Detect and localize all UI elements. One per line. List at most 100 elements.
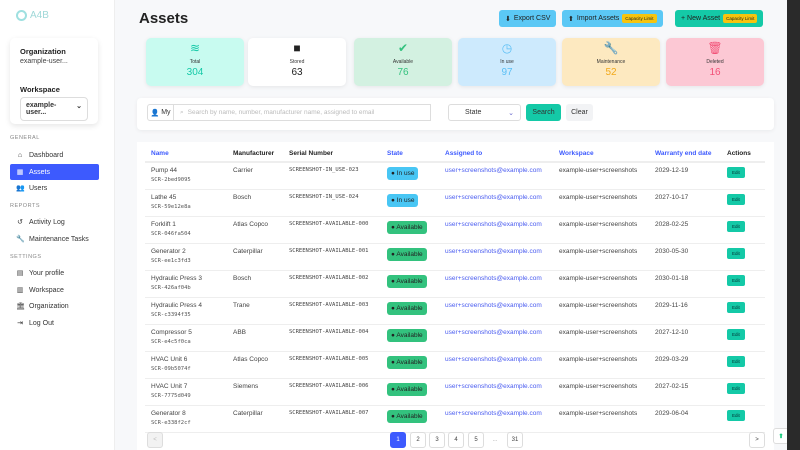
edit-button[interactable]: Edit: [727, 220, 745, 232]
table-row[interactable]: HVAC Unit 7 SCR-7775d049 Siemens SCREENSHOT…: [145, 378, 765, 406]
asset-code: SCR-426af04b: [151, 284, 191, 291]
my-filter-button[interactable]: 👤 My: [147, 104, 174, 121]
state-badge: ● Available: [387, 355, 427, 369]
assigned-email-link[interactable]: user+screenshots@example.com: [439, 243, 553, 271]
manufacturer: Trane: [227, 297, 283, 325]
edit-button[interactable]: Edit: [727, 301, 745, 313]
asset-name[interactable]: HVAC Unit 6: [151, 355, 188, 363]
search-input[interactable]: ⌕ Search by name, number, manufacturer na…: [174, 104, 431, 121]
chevron-down-icon: ⌄: [508, 109, 514, 117]
page-button[interactable]: 2: [410, 432, 426, 448]
table-row[interactable]: Lathe 45 SCR-59e12e8a Bosch SCREENSHOT-IN_U…: [145, 189, 765, 217]
check-circle-icon: ●: [391, 385, 395, 393]
table-row[interactable]: Compressor 5 SCR-e4c5f0ca ABB SCREENSHOT-AV…: [145, 324, 765, 352]
sidebar-item-log-out[interactable]: ⇥ Log Out: [17, 319, 54, 328]
check-circle-icon: ●: [391, 412, 395, 420]
asset-name[interactable]: Forklift 1: [151, 220, 176, 228]
table-row[interactable]: Pump 44 SCR-2bed9095 Carrier SCREENSHOT-IN_…: [145, 162, 765, 190]
assigned-email-link[interactable]: user+screenshots@example.com: [439, 351, 553, 379]
prev-page-button[interactable]: <: [147, 432, 163, 448]
asset-code: SCR-7775d049: [151, 392, 191, 399]
import-assets-button[interactable]: ⬆ Import Assets Capacity Limit: [562, 10, 663, 27]
stat-card-maintenance[interactable]: 🔧 Maintenance 52: [562, 38, 660, 86]
column-header[interactable]: Name: [145, 145, 227, 163]
serial-number: SCREENSHOT-IN_USE-024: [283, 189, 381, 217]
stat-card-total[interactable]: ≋ Total 304: [146, 38, 244, 86]
edit-button[interactable]: Edit: [727, 382, 745, 394]
serial-number: SCREENSHOT-AVAILABLE-003: [283, 297, 381, 325]
sidebar-item-organization[interactable]: 🏛 Organization: [16, 302, 69, 311]
column-header[interactable]: Assigned to: [439, 145, 553, 163]
warranty-date: 2027-12-10: [649, 324, 721, 352]
sidebar-item-your-profile[interactable]: ▤ Your profile: [16, 269, 65, 278]
sidebar-item-assets[interactable]: ▦ Assets: [10, 164, 99, 180]
table-row[interactable]: Hydraulic Press 3 SCR-426af04b Bosch SCREEN…: [145, 270, 765, 298]
sidebar-item-users[interactable]: 👥 Users: [16, 184, 48, 193]
column-header[interactable]: Manufacturer: [227, 145, 283, 163]
assigned-email-link[interactable]: user+screenshots@example.com: [439, 324, 553, 352]
assigned-email-link[interactable]: user+screenshots@example.com: [439, 297, 553, 325]
page-button[interactable]: 31: [507, 432, 523, 448]
assigned-email-link[interactable]: user+screenshots@example.com: [439, 162, 553, 190]
stat-card-deleted[interactable]: 🗑 Deleted 16: [666, 38, 764, 86]
sidebar-item-dashboard[interactable]: ⌂ Dashboard: [17, 151, 64, 159]
manufacturer: ABB: [227, 324, 283, 352]
workspace-select[interactable]: example-user... ⌄: [20, 97, 88, 121]
asset-name[interactable]: HVAC Unit 7: [151, 382, 188, 390]
page-button[interactable]: 3: [429, 432, 445, 448]
table-row[interactable]: HVAC Unit 6 SCR-09b5074f Atlas Copco SCREEN…: [145, 351, 765, 379]
sidebar: A4B Organization example-user... Workspa…: [0, 0, 115, 450]
column-header[interactable]: Workspace: [553, 145, 649, 163]
page-button[interactable]: 1: [390, 432, 406, 448]
table-row[interactable]: Forklift 1 SCR-046fa504 Atlas Copco SCREENS…: [145, 216, 765, 244]
clear-button[interactable]: Clear: [566, 104, 593, 121]
next-page-button[interactable]: >: [749, 432, 765, 448]
column-header[interactable]: Serial Number: [283, 145, 381, 163]
assigned-email-link[interactable]: user+screenshots@example.com: [439, 270, 553, 298]
workspace: example-user+screenshots: [553, 189, 649, 217]
sidebar-item-workspace[interactable]: ▥ Workspace: [16, 286, 64, 295]
asset-code: SCR-2bed9095: [151, 177, 191, 183]
asset-name[interactable]: Compressor 5: [151, 328, 192, 336]
asset-name[interactable]: Hydraulic Press 3: [151, 274, 202, 282]
assigned-email-link[interactable]: user+screenshots@example.com: [439, 216, 553, 244]
stat-card-stored[interactable]: ■ Stored 63: [248, 38, 346, 86]
assigned-email-link[interactable]: user+screenshots@example.com: [439, 189, 553, 217]
edit-button[interactable]: Edit: [727, 355, 745, 367]
edit-button[interactable]: Edit: [727, 193, 745, 205]
new-asset-button[interactable]: + New Asset Capacity Limit: [675, 10, 764, 27]
assigned-email-link[interactable]: user+screenshots@example.com: [439, 405, 553, 433]
page-button[interactable]: 4: [448, 432, 464, 448]
export-csv-button[interactable]: ⬇ Export CSV: [499, 10, 557, 27]
stat-card-available[interactable]: ✔ Available 76: [354, 38, 452, 86]
asset-name[interactable]: Generator 8: [151, 409, 186, 417]
edit-button[interactable]: Edit: [727, 167, 745, 178]
asset-name[interactable]: Generator 2: [151, 247, 186, 255]
state-select[interactable]: State ⌄: [448, 104, 521, 121]
asset-name[interactable]: Lathe 45: [151, 193, 177, 201]
check-circle-icon: ●: [391, 358, 395, 366]
manufacturer: Caterpillar: [227, 405, 283, 433]
search-button[interactable]: Search: [526, 104, 561, 121]
edit-button[interactable]: Edit: [727, 274, 745, 286]
sidebar-item-activity-log[interactable]: ↺ Activity Log: [17, 218, 65, 227]
page-button[interactable]: 5: [468, 432, 484, 448]
stat-card-in-use[interactable]: ◷ In use 97: [458, 38, 556, 86]
window-scrollbar[interactable]: [787, 0, 800, 450]
download-icon: ⬇: [505, 15, 511, 23]
edit-button[interactable]: Edit: [727, 247, 745, 259]
table-row[interactable]: Hydraulic Press 4 SCR-c3394f35 Trane SCREEN…: [145, 297, 765, 325]
column-header[interactable]: State: [381, 145, 439, 163]
asset-name[interactable]: Pump 44: [151, 167, 178, 174]
table-row[interactable]: Generator 8 SCR-e338f2cf Caterpillar SCREEN…: [145, 405, 765, 433]
page-title: Assets: [139, 10, 189, 27]
sidebar-item-maintenance-tasks[interactable]: 🔧 Maintenance Tasks: [16, 235, 89, 244]
logo[interactable]: A4B: [16, 10, 49, 21]
table-row[interactable]: Generator 2 SCR-ee1c3fd3 Caterpillar SCREEN…: [145, 243, 765, 271]
edit-button[interactable]: Edit: [727, 409, 745, 421]
wrench-icon: 🔧: [16, 236, 25, 243]
column-header[interactable]: Warranty end date: [649, 145, 721, 163]
asset-name[interactable]: Hydraulic Press 4: [151, 301, 202, 309]
assigned-email-link[interactable]: user+screenshots@example.com: [439, 378, 553, 406]
edit-button[interactable]: Edit: [727, 328, 745, 340]
